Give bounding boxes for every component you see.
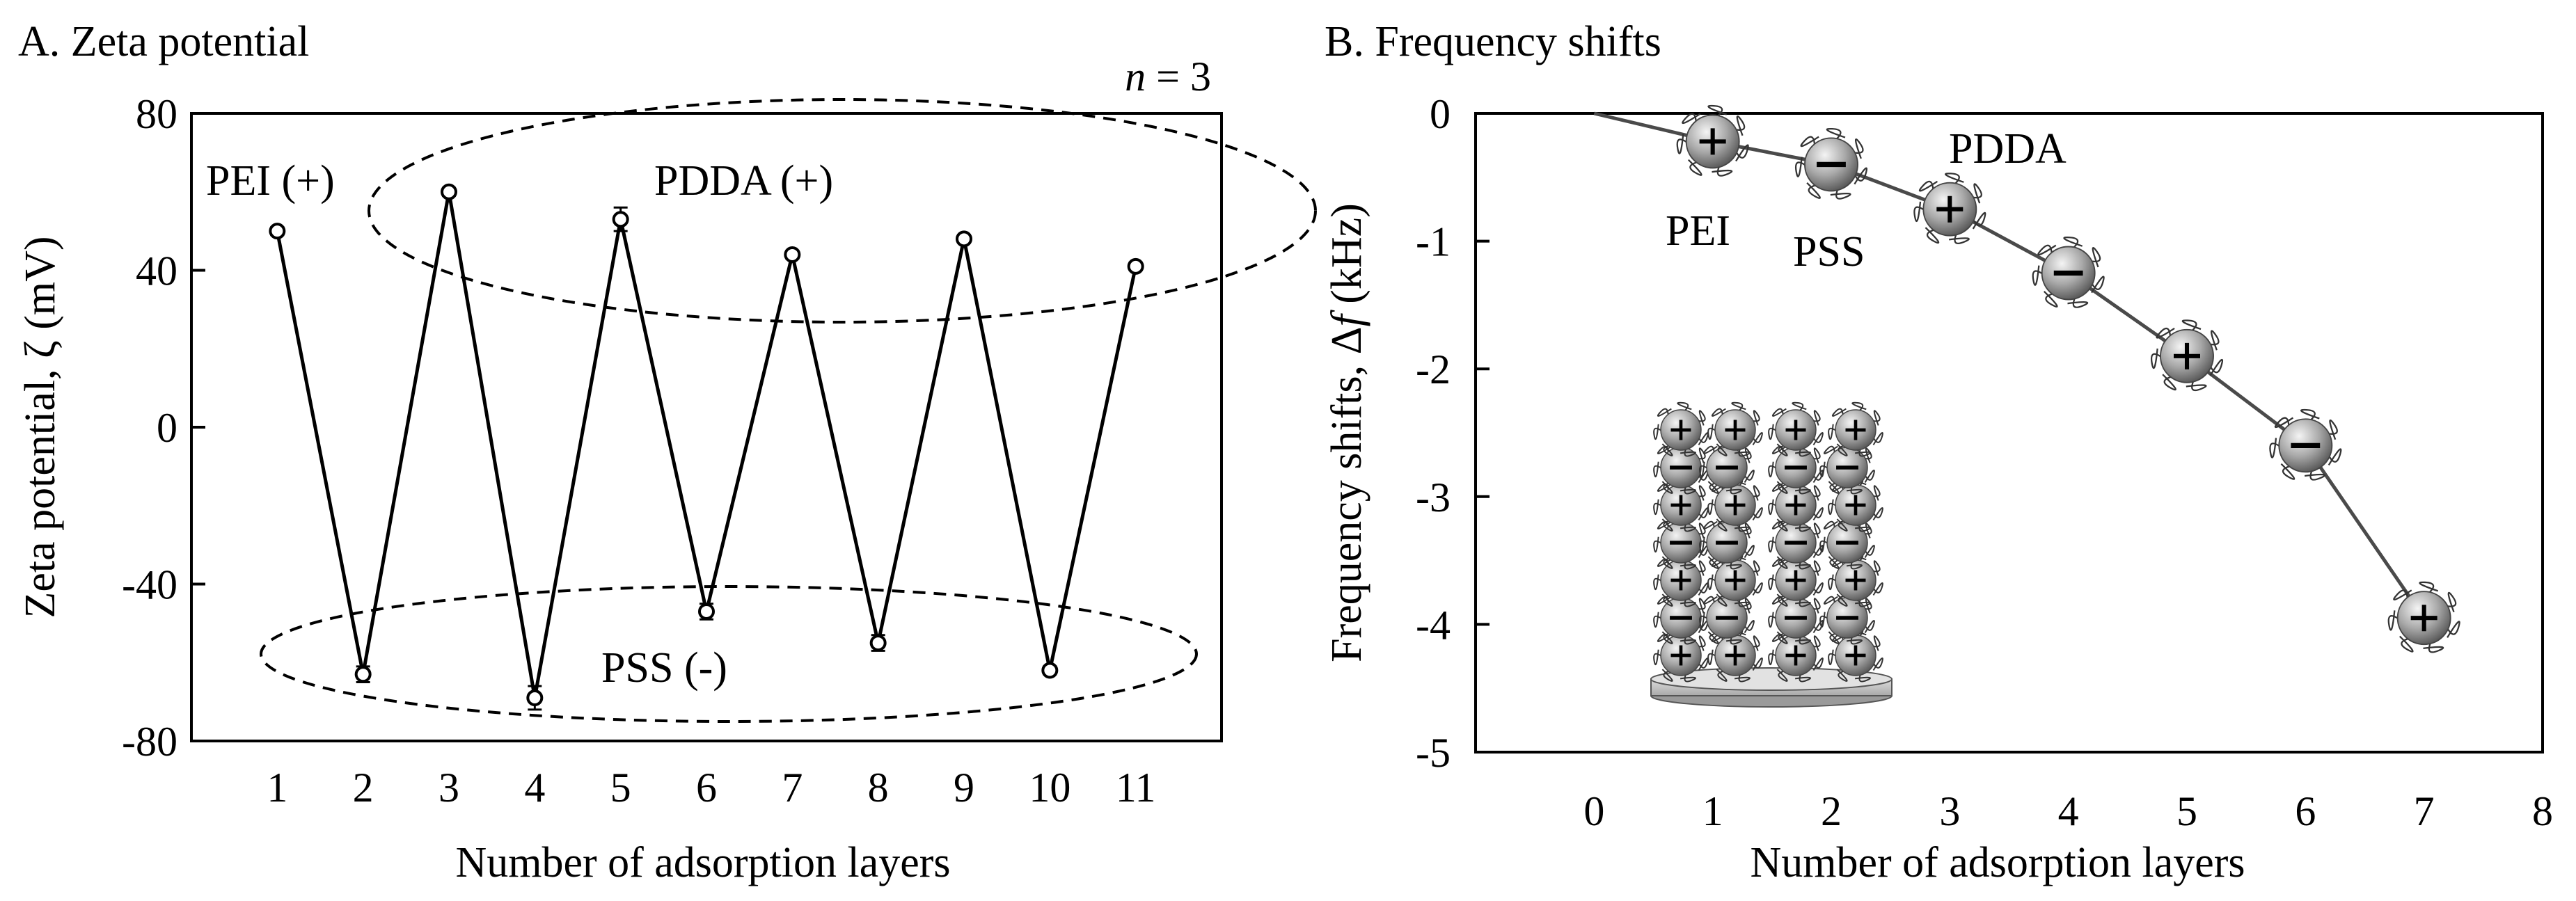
panel-a-y-axis-label: Zeta potential, ζ (mV) <box>17 236 64 618</box>
inset-particle <box>1768 401 1824 457</box>
x-tick-label: 5 <box>2176 788 2197 834</box>
y-tick-label: -1 <box>1416 219 1451 265</box>
inset-particle <box>1768 477 1824 532</box>
x-tick-label: 8 <box>868 765 889 811</box>
panel-b-x-axis: 0 1 2 3 4 5 6 7 8 <box>1583 788 2553 834</box>
pss-label: PSS <box>1793 228 1865 276</box>
x-tick-label: 0 <box>1583 788 1604 834</box>
inset-particle <box>1653 401 1709 457</box>
zeta-point <box>526 689 544 706</box>
zeta-line <box>275 191 1138 699</box>
inset-particle <box>1699 514 1755 570</box>
x-tick-label: 1 <box>267 765 287 811</box>
x-tick-label: 2 <box>1821 788 1842 834</box>
zeta-point <box>956 230 972 248</box>
frequency-shifts-panel: B. Frequency shifts 0 -1 -2 -3 -4 -5 0 1 2 3 4 5 6 7… <box>1323 18 2553 886</box>
x-tick-label: 10 <box>1029 765 1070 811</box>
x-tick-label: 3 <box>1939 788 1960 834</box>
panel-a-x-axis-label: Number of adsorption layers <box>455 839 950 886</box>
x-tick-label: 9 <box>954 765 974 811</box>
inset-particle <box>1707 401 1763 457</box>
y-tick-label: -2 <box>1416 346 1451 392</box>
zeta-point <box>784 246 801 263</box>
x-tick-label: 7 <box>782 765 803 811</box>
inset-particle <box>1707 627 1763 683</box>
zeta-point <box>269 223 286 240</box>
y-tick-label: 80 <box>136 91 177 137</box>
inset-particle <box>1828 401 1883 457</box>
pei-annotation: PEI (+) <box>206 157 335 205</box>
zeta-potential-panel: A. Zeta potential n = 3 80 40 0 -40 -80 1 2 3 4… <box>17 18 1317 886</box>
inset-particle <box>1768 627 1824 683</box>
y-tick-label: 0 <box>157 405 177 451</box>
panel-a-y-axis: 80 40 0 -40 -80 <box>122 91 205 765</box>
n-annotation: n = 3 <box>1125 54 1211 99</box>
x-tick-label: 2 <box>353 765 374 811</box>
frequency-point <box>1794 127 1868 200</box>
y-tick-label: -4 <box>1416 602 1451 648</box>
x-tick-label: 1 <box>1702 788 1723 834</box>
inset-particle <box>1828 627 1883 683</box>
panel-b-y-axis-label: Frequency shifts, Δf (kHz) <box>1323 203 1370 662</box>
inset-particle <box>1653 552 1709 607</box>
frequency-point <box>2387 581 2460 653</box>
panel-b-y-axis: 0 -1 -2 -3 -4 -5 <box>1416 91 1490 776</box>
zeta-point <box>698 603 715 620</box>
frequency-point <box>1676 104 1749 177</box>
pss-annotation: PSS (-) <box>601 644 727 692</box>
frequency-point <box>1913 173 1986 244</box>
pdda-label: PDDA <box>1949 125 2067 173</box>
x-tick-label: 7 <box>2414 788 2435 834</box>
x-tick-label: 5 <box>610 765 631 811</box>
panel-b-title: B. Frequency shifts <box>1325 18 1661 65</box>
frequency-point <box>2269 408 2342 481</box>
frequency-point <box>2032 237 2105 308</box>
x-tick-label: 6 <box>2295 788 2316 834</box>
inset-particle <box>1699 589 1755 645</box>
pdda-ellipse <box>368 98 1317 324</box>
x-tick-label: 4 <box>524 765 545 811</box>
zeta-series <box>269 183 1144 711</box>
inset-particle <box>1768 439 1824 495</box>
frequency-series <box>1593 104 2460 653</box>
panel-a-x-axis: 1 2 3 4 5 6 7 8 9 10 11 <box>267 765 1155 811</box>
multilayer-film-illustration <box>1650 401 1893 708</box>
pdda-annotation: PDDA (+) <box>654 157 833 205</box>
frequency-point <box>2150 319 2224 392</box>
y-tick-label: -3 <box>1416 475 1451 520</box>
pss-ellipse <box>260 585 1198 723</box>
panel-b-x-axis-label: Number of adsorption layers <box>1750 839 2245 886</box>
x-tick-label: 8 <box>2532 788 2553 834</box>
y-tick-label: -80 <box>122 719 177 765</box>
inset-particle <box>1828 552 1883 607</box>
zeta-point <box>612 211 629 228</box>
zeta-point <box>1127 257 1144 275</box>
x-tick-label: 3 <box>438 765 459 811</box>
zeta-point <box>1041 662 1059 679</box>
y-tick-label: 0 <box>1430 91 1451 137</box>
inset-particle <box>1819 439 1875 495</box>
zeta-point <box>354 666 372 683</box>
inset-particle <box>1653 477 1709 532</box>
x-tick-label: 11 <box>1116 765 1156 811</box>
x-tick-label: 6 <box>696 765 717 811</box>
x-tick-label: 4 <box>2058 788 2079 834</box>
y-tick-label: -40 <box>122 562 177 608</box>
y-tick-label: 40 <box>136 248 177 294</box>
zeta-point <box>441 183 457 200</box>
pei-label: PEI <box>1666 207 1730 255</box>
panel-a-title: A. Zeta potential <box>18 18 309 65</box>
panel-b-plot-frame <box>1474 112 2544 754</box>
substrate-top <box>1650 667 1893 691</box>
y-tick-label: -5 <box>1416 730 1451 776</box>
zeta-point <box>869 635 887 652</box>
